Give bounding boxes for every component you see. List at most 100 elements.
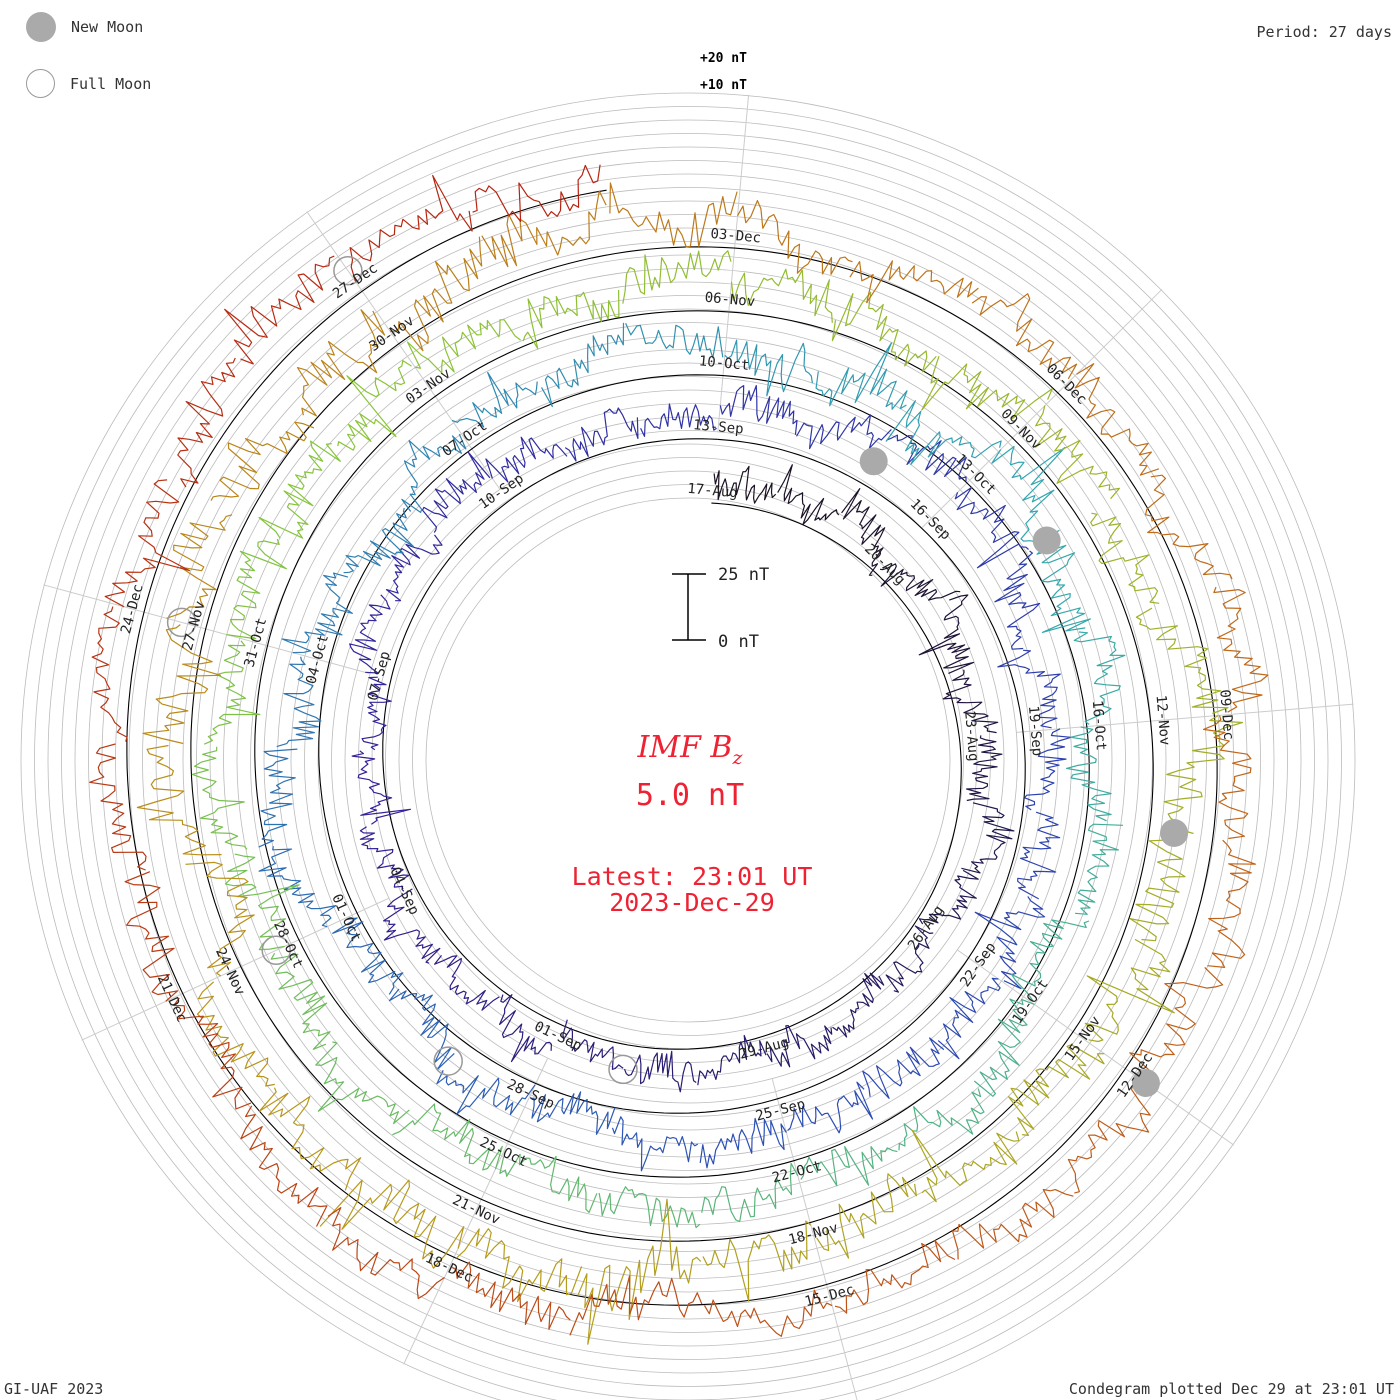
imf-trace-segment bbox=[485, 436, 568, 483]
imf-trace-segment bbox=[1017, 811, 1061, 900]
imf-trace-segment bbox=[795, 414, 892, 450]
imf-trace-segment bbox=[966, 735, 1003, 802]
spiral-baseline-3 bbox=[190, 246, 1154, 1242]
full-moon-marker bbox=[166, 607, 197, 638]
imf-trace-segment bbox=[973, 998, 1035, 1097]
imf-trace-segment bbox=[258, 440, 341, 539]
imf-trace-segment bbox=[831, 291, 937, 373]
date-tick-label: 27-Nov bbox=[180, 599, 209, 652]
imf-trace-segment bbox=[406, 319, 521, 374]
new-moon-icon bbox=[26, 12, 56, 42]
date-tick-label: 01-Oct bbox=[328, 892, 364, 945]
imf-trace-segment bbox=[724, 339, 813, 397]
imf-trace-segment bbox=[699, 1117, 787, 1169]
imf-trace-segment bbox=[349, 174, 473, 282]
date-tick-label: 18-Dec bbox=[423, 1250, 476, 1286]
imf-trace-segment bbox=[787, 1081, 874, 1134]
date-tick-label: 21-Dec bbox=[154, 972, 190, 1025]
imf-trace-segment bbox=[702, 1220, 812, 1302]
legend-full-moon-label: Full Moon bbox=[70, 74, 152, 93]
imf-trace-segment bbox=[974, 896, 1046, 990]
legend-new-moon-label: New Moon bbox=[71, 18, 144, 36]
date-tick-label: 09-Dec bbox=[1216, 689, 1236, 741]
grid-ring bbox=[412, 484, 964, 1036]
imf-trace-segment bbox=[730, 268, 833, 323]
imf-trace-segment bbox=[337, 360, 412, 451]
imf-trace-segment bbox=[540, 322, 625, 408]
imf-trace-segment bbox=[997, 649, 1061, 729]
full-moon-icon bbox=[26, 69, 55, 98]
grid-ring bbox=[304, 376, 1072, 1144]
date-tick-label: 12-Nov bbox=[1153, 694, 1173, 746]
data-layer bbox=[89, 164, 1269, 1345]
grid-ring bbox=[182, 254, 1194, 1266]
imf-trace-segment bbox=[388, 988, 455, 1070]
imf-trace-segment bbox=[1202, 715, 1252, 840]
grid-spoke bbox=[306, 211, 501, 490]
imf-trace-segment bbox=[224, 255, 335, 365]
imf-trace-segment bbox=[942, 669, 999, 734]
imf-trace-segment bbox=[937, 977, 1001, 1060]
grid-spoke bbox=[957, 949, 1235, 1146]
date-tick-label: 21-Nov bbox=[450, 1192, 503, 1228]
date-tick-label: 15-Dec bbox=[803, 1282, 856, 1310]
imf-trace-segment bbox=[1074, 363, 1160, 476]
imf-trace-segment bbox=[185, 861, 255, 977]
imf-trace-segment bbox=[177, 357, 236, 488]
imf-trace-segment bbox=[104, 479, 191, 608]
imf-trace-segment bbox=[697, 1034, 767, 1086]
imf-trace-segment bbox=[622, 250, 732, 304]
imf-trace-segment bbox=[196, 981, 275, 1087]
scale-bar-top-label: 25 nT bbox=[718, 565, 769, 585]
imf-trace-segment bbox=[191, 746, 248, 850]
spiral-baseline-2 bbox=[254, 310, 1090, 1178]
imf-trace-segment bbox=[1213, 586, 1269, 713]
imf-trace-segment bbox=[281, 572, 353, 654]
imf-trace-segment bbox=[994, 550, 1041, 650]
imf-trace-segment bbox=[343, 507, 415, 574]
chart-title: IMF Bz bbox=[637, 730, 744, 769]
current-value: 5.0 nT bbox=[636, 778, 744, 813]
grid-ring bbox=[61, 133, 1315, 1387]
grid-ring bbox=[47, 119, 1329, 1400]
imf-trace-segment bbox=[240, 1105, 328, 1227]
footer-plot-time: Condegram plotted Dec 29 at 23:01 UT bbox=[1068, 1380, 1394, 1398]
imf-trace-segment bbox=[701, 1162, 799, 1223]
imf-trace-segment bbox=[499, 994, 552, 1063]
grid-spoke bbox=[43, 584, 370, 674]
imf-trace-segment bbox=[258, 1087, 362, 1191]
imf-trace-segment bbox=[258, 846, 337, 928]
imf-trace-segment bbox=[1034, 405, 1120, 500]
imf-trace-segment bbox=[173, 997, 252, 1110]
imf-trace-segment bbox=[918, 594, 975, 674]
imf-trace-segment bbox=[921, 356, 1053, 420]
imf-trace-segment bbox=[954, 486, 1029, 569]
imf-trace-segment bbox=[385, 534, 443, 602]
imf-trace-segment bbox=[390, 236, 483, 352]
imf-trace-segment bbox=[1135, 607, 1229, 715]
imf-trace-segment bbox=[1010, 919, 1090, 1002]
ring-label-10: +10 nT bbox=[700, 78, 747, 93]
imf-trace-segment bbox=[91, 606, 128, 742]
imf-trace-segment bbox=[849, 260, 979, 304]
grid-ring bbox=[101, 173, 1275, 1347]
date-tick-label: 03-Dec bbox=[710, 226, 762, 247]
imf-trace-segment bbox=[569, 1275, 703, 1336]
imf-trace-segment bbox=[451, 1261, 571, 1330]
grid-ring bbox=[115, 187, 1261, 1333]
imf-trace-segment bbox=[598, 1186, 701, 1229]
date-tick-label: 19-Sep bbox=[1025, 705, 1045, 757]
imf-trace-segment bbox=[383, 888, 441, 964]
ring-label-20: +20 nT bbox=[700, 51, 747, 66]
imf-trace-segment bbox=[166, 514, 233, 619]
imf-trace-segment bbox=[276, 656, 322, 748]
imf-trace-segment bbox=[832, 972, 885, 1038]
imf-trace-segment bbox=[713, 465, 777, 504]
imf-trace-segment bbox=[481, 190, 607, 268]
grid-spoke bbox=[1016, 703, 1354, 733]
imf-trace-segment bbox=[421, 451, 491, 533]
legend-full-moon: Full Moon bbox=[26, 69, 151, 98]
grid-spoke bbox=[921, 288, 1163, 528]
date-tick-label: 10-Oct bbox=[698, 353, 750, 374]
latest-time: Latest: 23:01 UT bbox=[572, 862, 813, 891]
